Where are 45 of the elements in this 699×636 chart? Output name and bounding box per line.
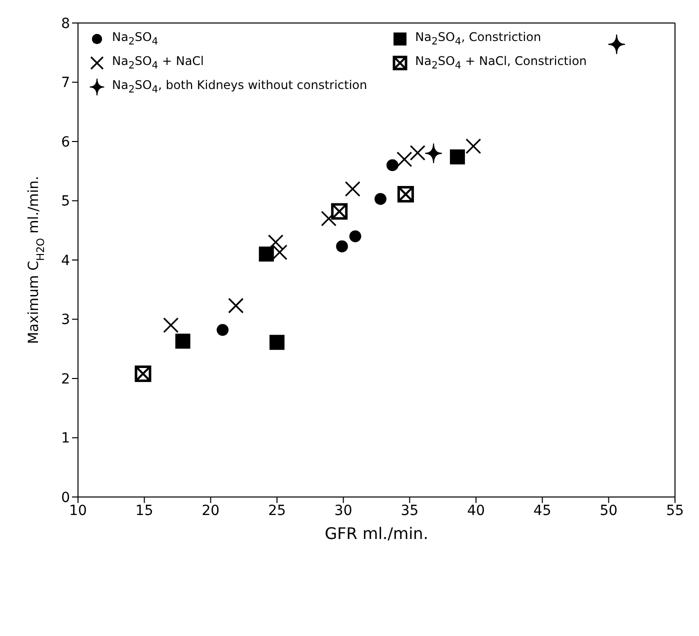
point: [268, 234, 284, 250]
x-tick-label: 30: [334, 502, 352, 519]
point: [608, 34, 626, 55]
y-tick-label: 1: [61, 430, 70, 447]
point: [320, 210, 337, 226]
legend-label: Na$_{2}$SO$_{4}$ + NaCl, Constriction: [415, 54, 587, 72]
x-axis-title: GFR ml./min.: [324, 524, 428, 543]
point: [344, 181, 360, 197]
y-tick-label: 0: [61, 490, 70, 506]
point: [336, 240, 348, 252]
y-tick-label: 2: [61, 371, 70, 388]
point: [216, 324, 229, 336]
point: [258, 246, 274, 262]
y-tick-label: 7: [61, 75, 70, 92]
x-tick-label: 45: [533, 502, 552, 519]
y-tick-label: 6: [61, 134, 70, 150]
x-tick-label: 15: [135, 502, 154, 519]
x-tick-label: 10: [69, 502, 87, 519]
point: [466, 138, 482, 154]
y-tick-label: 3: [61, 312, 70, 328]
x-tick-label: 20: [202, 502, 220, 519]
point: [386, 159, 398, 172]
y-tick-label: 4: [61, 252, 70, 269]
x-tick-label: 25: [268, 502, 286, 519]
x-tick-label: 50: [600, 502, 618, 519]
point: [270, 334, 284, 350]
y-tick-label: 8: [61, 16, 70, 32]
legend-label: Na$_{2}$SO$_{4}$: [112, 30, 158, 48]
x-tick-label: 40: [467, 502, 485, 519]
point: [163, 317, 179, 333]
legend-label: Na$_{2}$SO$_{4}$, both Kidneys without constriction: [112, 78, 368, 96]
point: [396, 151, 412, 168]
legend-label: Na$_{2}$SO$_{4}$ + NaCl: [112, 54, 204, 72]
point: [424, 143, 442, 164]
point: [175, 334, 190, 349]
x-tick-label: 55: [666, 502, 684, 519]
point: [272, 244, 288, 260]
legend-label: Na$_{2}$SO$_{4}$, Constriction: [415, 30, 542, 48]
point: [374, 193, 386, 205]
point: [410, 144, 426, 161]
point: [228, 298, 244, 314]
y-tick-label: 5: [61, 194, 70, 210]
x-tick-label: 35: [400, 502, 419, 519]
point: [450, 149, 465, 164]
point: [349, 230, 362, 242]
